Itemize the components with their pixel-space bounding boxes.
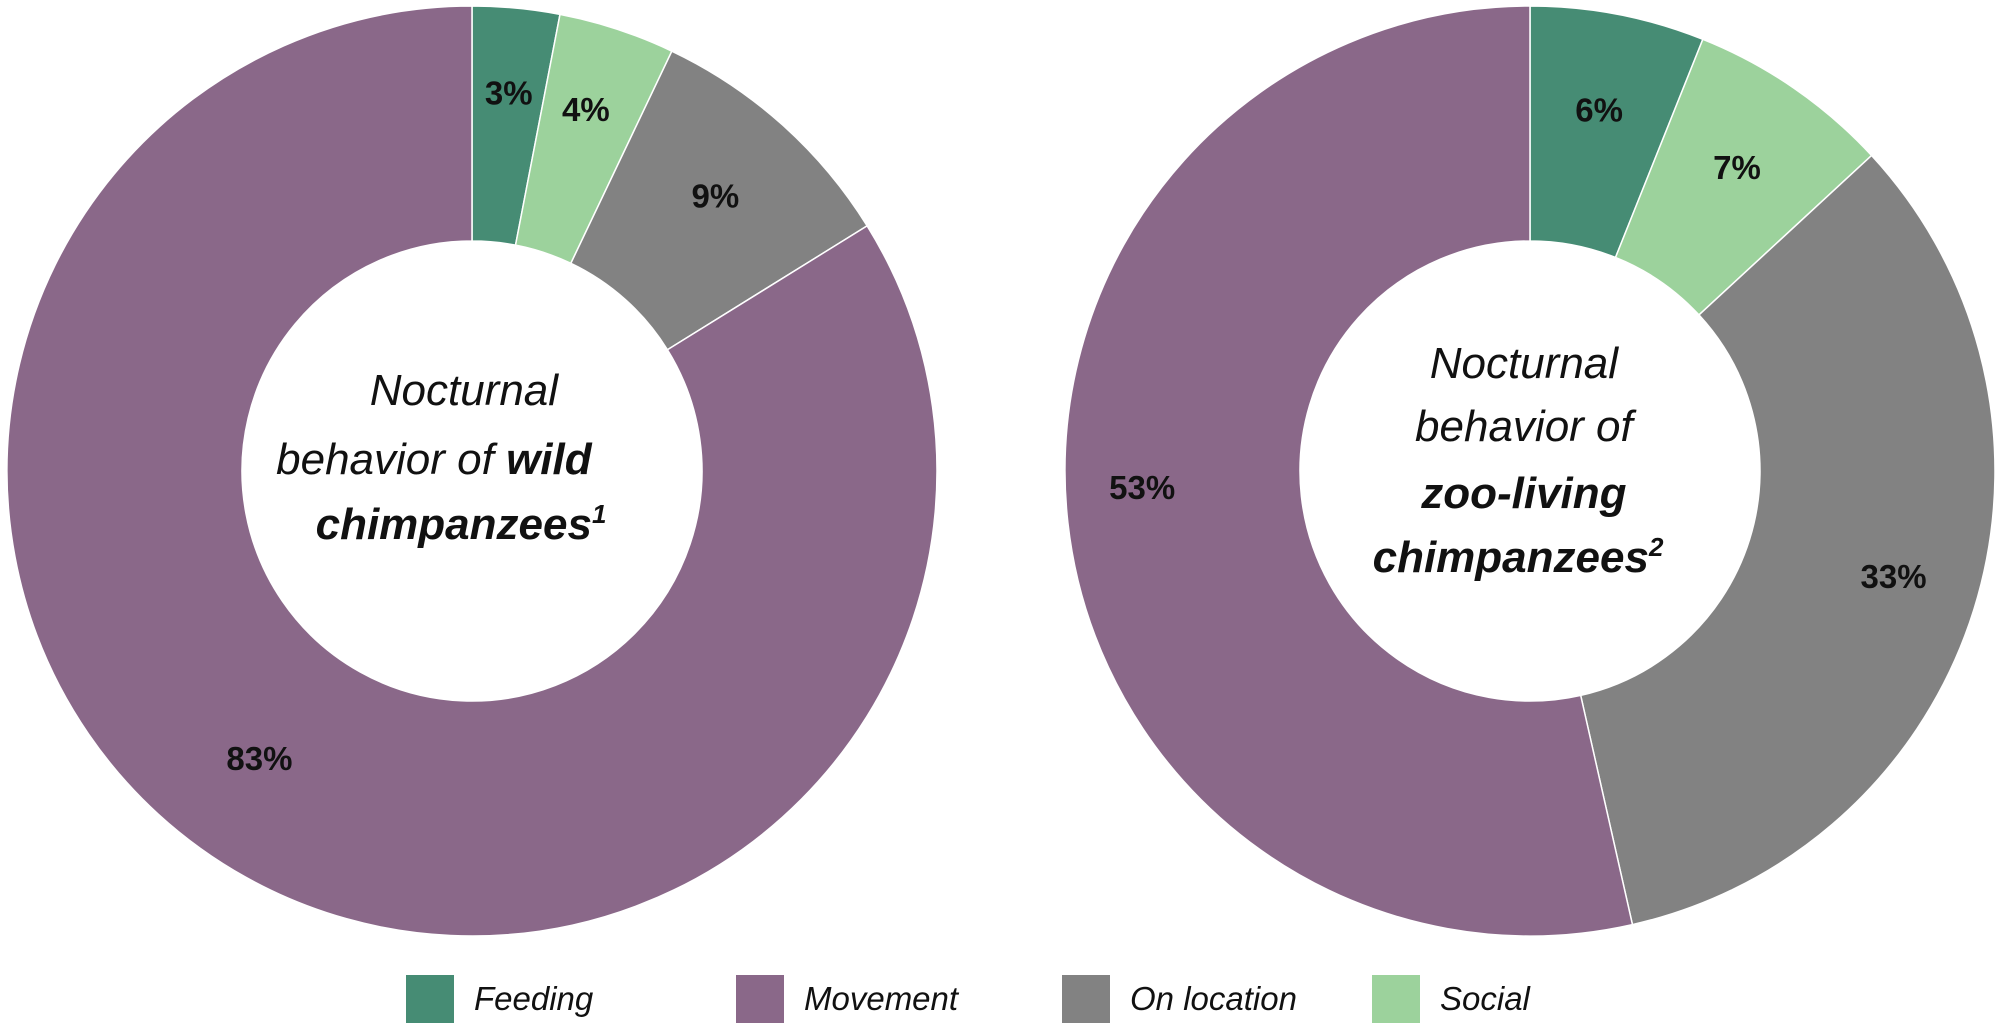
- slice-label-social: 4%: [562, 91, 610, 128]
- center-sup: 1: [592, 499, 606, 529]
- slice-label-feeding: 3%: [485, 74, 533, 111]
- center-sup: 2: [1648, 532, 1664, 562]
- slice-label-feeding: 6%: [1575, 91, 1623, 128]
- center-line-1: Nocturnal: [1430, 339, 1620, 388]
- slice-label-on-location: 33%: [1861, 558, 1927, 595]
- center-line-2b: wild: [506, 435, 593, 484]
- slice-label-movement: 83%: [226, 740, 292, 777]
- legend-label: Feeding: [474, 980, 594, 1017]
- legend-item-feeding: Feeding: [406, 974, 593, 1024]
- center-line-3: zoo-living: [1420, 469, 1626, 518]
- center-line-2: behavior of: [1415, 402, 1637, 451]
- donut-charts: 3% 4% 9% 83% 6% 7% 33% 53% Nocturnal behavior …: [6, 5, 1996, 937]
- legend-item-on-location: On location: [1062, 974, 1297, 1024]
- slice-label-social: 7%: [1713, 149, 1761, 186]
- center-line-4: chimpanzees: [1373, 533, 1649, 582]
- center-line-3: chimpanzees: [316, 500, 592, 549]
- legend-label: Movement: [804, 980, 959, 1017]
- legend-item-social: Social: [1372, 974, 1530, 1024]
- legend-swatch: [1372, 975, 1420, 1023]
- legend-swatch: [406, 975, 454, 1023]
- legend-label: Social: [1440, 980, 1530, 1017]
- center-label-zoo: Nocturnal behavior of zoo-living chimpan…: [1373, 339, 1664, 582]
- legend: Feeding Movement On location Social: [0, 974, 2000, 1024]
- center-line-1: Nocturnal: [370, 366, 560, 415]
- slice-movement: [1064, 5, 1634, 937]
- legend-label: On location: [1130, 980, 1297, 1017]
- legend-item-movement: Movement: [736, 974, 958, 1024]
- slice-label-on-location: 9%: [692, 178, 740, 215]
- center-line-2a: behavior of: [276, 435, 506, 484]
- donut-chart-zoo: 6% 7% 33% 53%: [1064, 5, 1996, 937]
- slice-on-location: [1579, 154, 1996, 926]
- center-label-wild: Nocturnal behavior of wild chimpanzees1: [276, 366, 606, 549]
- legend-swatch: [1062, 975, 1110, 1023]
- legend-swatch: [736, 975, 784, 1023]
- slice-movement: [6, 5, 938, 937]
- slice-label-movement: 53%: [1109, 469, 1175, 506]
- donut-chart-wild: 3% 4% 9% 83%: [6, 5, 938, 937]
